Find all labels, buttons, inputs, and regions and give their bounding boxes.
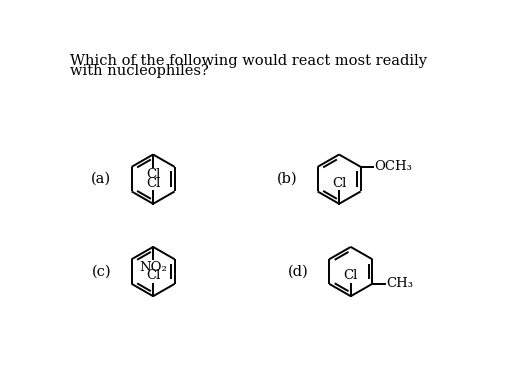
Text: OCH₃: OCH₃ xyxy=(375,160,413,173)
Text: Cl: Cl xyxy=(146,168,160,181)
Text: NO₂: NO₂ xyxy=(139,261,167,274)
Text: CH₃: CH₃ xyxy=(386,278,413,290)
Text: with nucleophiles?: with nucleophiles? xyxy=(70,64,209,78)
Text: Cl: Cl xyxy=(146,177,160,190)
Text: (d): (d) xyxy=(288,265,309,279)
Text: (c): (c) xyxy=(92,265,111,279)
Text: Cl: Cl xyxy=(146,269,160,282)
Text: (a): (a) xyxy=(91,172,111,186)
Text: (b): (b) xyxy=(276,172,297,186)
Text: Cl: Cl xyxy=(332,177,346,190)
Text: Which of the following would react most readily: Which of the following would react most … xyxy=(70,54,427,68)
Text: Cl: Cl xyxy=(344,269,358,282)
